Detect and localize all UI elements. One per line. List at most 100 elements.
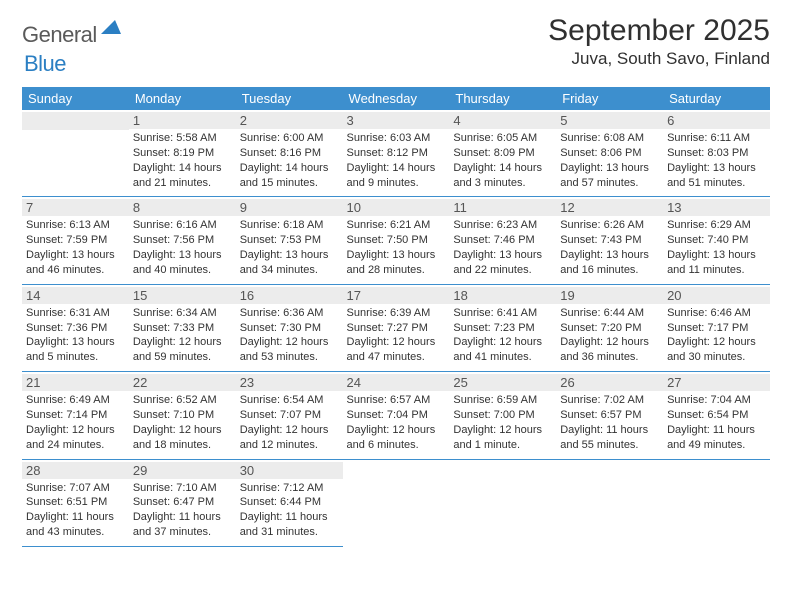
day-cell [556,459,663,546]
sunset: Sunset: 6:54 PM [667,408,766,423]
sunrise: Sunrise: 6:59 AM [453,393,552,408]
week-row: 7 Sunrise: 6:13 AMSunset: 7:59 PMDaylight… [22,197,770,284]
sunrise: Sunrise: 6:21 AM [347,218,446,233]
sunrise: Sunrise: 6:34 AM [133,306,232,321]
day-cell [22,110,129,197]
day-info: Sunrise: 6:26 AMSunset: 7:43 PMDaylight:… [560,218,659,277]
day-info: Sunrise: 7:02 AMSunset: 6:57 PMDaylight:… [560,393,659,452]
day-info: Sunrise: 6:54 AMSunset: 7:07 PMDaylight:… [240,393,339,452]
week-row: 1Sunrise: 5:58 AMSunset: 8:19 PMDaylight… [22,110,770,197]
day-cell: 5Sunrise: 6:08 AMSunset: 8:06 PMDaylight… [556,110,663,197]
month-title: September 2025 [548,14,770,47]
daylight-line1: Daylight: 12 hours [240,335,339,350]
logo: General [22,20,123,49]
day-number: 25 [449,374,556,391]
daylight-line1: Daylight: 14 hours [347,161,446,176]
day-cell: 24Sunrise: 6:57 AMSunset: 7:04 PMDayligh… [343,372,450,459]
daylight-line2: and 57 minutes. [560,176,659,191]
daylight-line1: Daylight: 13 hours [347,248,446,263]
day-number: 23 [236,374,343,391]
daylight-line2: and 28 minutes. [347,263,446,278]
daylight-line1: Daylight: 11 hours [560,423,659,438]
daylight-line1: Daylight: 12 hours [240,423,339,438]
sunset: Sunset: 8:12 PM [347,146,446,161]
day-info: Sunrise: 6:18 AMSunset: 7:53 PMDaylight:… [240,218,339,277]
day-info: Sunrise: 7:10 AMSunset: 6:47 PMDaylight:… [133,481,232,540]
day-cell: 10 Sunrise: 6:21 AMSunset: 7:50 PMDayligh… [343,197,450,284]
day-cell: 30Sunrise: 7:12 AMSunset: 6:44 PMDayligh… [236,459,343,546]
sunrise: Sunrise: 5:58 AM [133,131,232,146]
sunset: Sunset: 7:27 PM [347,321,446,336]
day-cell: 13 Sunrise: 6:29 AMSunset: 7:40 PMDayligh… [663,197,770,284]
location: Juva, South Savo, Finland [548,49,770,69]
daylight-line2: and 40 minutes. [133,263,232,278]
day-info: Sunrise: 6:41 AMSunset: 7:23 PMDaylight:… [453,306,552,365]
day-info: Sunrise: 6:13 AMSunset: 7:59 PMDaylight:… [26,218,125,277]
dow-wed: Wednesday [343,87,450,110]
sunrise: Sunrise: 7:04 AM [667,393,766,408]
sunrise: Sunrise: 6:57 AM [347,393,446,408]
calendar-page: General September 2025 Juva, South Savo,… [0,0,792,547]
sunrise: Sunrise: 6:36 AM [240,306,339,321]
day-cell [449,459,556,546]
day-number: 28 [22,462,129,479]
sunset: Sunset: 7:00 PM [453,408,552,423]
sunrise: Sunrise: 6:31 AM [26,306,125,321]
day-info: Sunrise: 5:58 AMSunset: 8:19 PMDaylight:… [133,131,232,190]
daylight-line2: and 55 minutes. [560,438,659,453]
day-cell: 18 Sunrise: 6:41 AMSunset: 7:23 PMDayligh… [449,284,556,371]
day-number: 18 [449,287,556,304]
day-info: Sunrise: 6:00 AMSunset: 8:16 PMDaylight:… [240,131,339,190]
day-info: Sunrise: 6:21 AMSunset: 7:50 PMDaylight:… [347,218,446,277]
day-info: Sunrise: 6:08 AMSunset: 8:06 PMDaylight:… [560,131,659,190]
calendar-table: Sunday Monday Tuesday Wednesday Thursday… [22,87,770,547]
daylight-line2: and 31 minutes. [240,525,339,540]
week-row: 28 Sunrise: 7:07 AMSunset: 6:51 PMDayligh… [22,459,770,546]
daylight-line1: Daylight: 11 hours [26,510,125,525]
day-cell: 3Sunrise: 6:03 AMSunset: 8:12 PMDaylight… [343,110,450,197]
sunrise: Sunrise: 6:03 AM [347,131,446,146]
day-info: Sunrise: 6:59 AMSunset: 7:00 PMDaylight:… [453,393,552,452]
day-cell: 7 Sunrise: 6:13 AMSunset: 7:59 PMDaylight… [22,197,129,284]
day-info: Sunrise: 6:29 AMSunset: 7:40 PMDaylight:… [667,218,766,277]
sunset: Sunset: 7:46 PM [453,233,552,248]
day-info: Sunrise: 6:03 AMSunset: 8:12 PMDaylight:… [347,131,446,190]
day-info: Sunrise: 6:31 AMSunset: 7:36 PMDaylight:… [26,306,125,365]
sunset: Sunset: 8:03 PM [667,146,766,161]
daylight-line2: and 1 minute. [453,438,552,453]
week-row: 21Sunrise: 6:49 AMSunset: 7:14 PMDayligh… [22,372,770,459]
day-number: 4 [449,112,556,129]
sunrise: Sunrise: 6:54 AM [240,393,339,408]
empty-daynum-bar [22,112,129,130]
daylight-line2: and 5 minutes. [26,350,125,365]
day-number: 9 [236,199,343,216]
sunrise: Sunrise: 7:07 AM [26,481,125,496]
day-cell: 28 Sunrise: 7:07 AMSunset: 6:51 PMDayligh… [22,459,129,546]
day-cell: 15Sunrise: 6:34 AMSunset: 7:33 PMDayligh… [129,284,236,371]
daylight-line2: and 51 minutes. [667,176,766,191]
logo-part2: Blue [24,51,66,76]
sunset: Sunset: 7:40 PM [667,233,766,248]
day-number: 7 [22,199,129,216]
day-cell: 29 Sunrise: 7:10 AMSunset: 6:47 PMDayligh… [129,459,236,546]
day-number: 29 [129,462,236,479]
sunset: Sunset: 7:53 PM [240,233,339,248]
daylight-line1: Daylight: 13 hours [667,248,766,263]
daylight-line1: Daylight: 12 hours [26,423,125,438]
daylight-line1: Daylight: 13 hours [560,248,659,263]
sunrise: Sunrise: 6:52 AM [133,393,232,408]
day-number: 13 [663,199,770,216]
dow-thu: Thursday [449,87,556,110]
daylight-line2: and 15 minutes. [240,176,339,191]
sunset: Sunset: 6:47 PM [133,495,232,510]
sunrise: Sunrise: 7:10 AM [133,481,232,496]
sunset: Sunset: 7:43 PM [560,233,659,248]
daylight-line2: and 59 minutes. [133,350,232,365]
sunrise: Sunrise: 6:44 AM [560,306,659,321]
logo-part1: General [22,22,97,48]
sunset: Sunset: 6:51 PM [26,495,125,510]
day-info: Sunrise: 7:04 AMSunset: 6:54 PMDaylight:… [667,393,766,452]
daylight-line1: Daylight: 14 hours [133,161,232,176]
day-number: 10 [343,199,450,216]
sunrise: Sunrise: 6:26 AM [560,218,659,233]
